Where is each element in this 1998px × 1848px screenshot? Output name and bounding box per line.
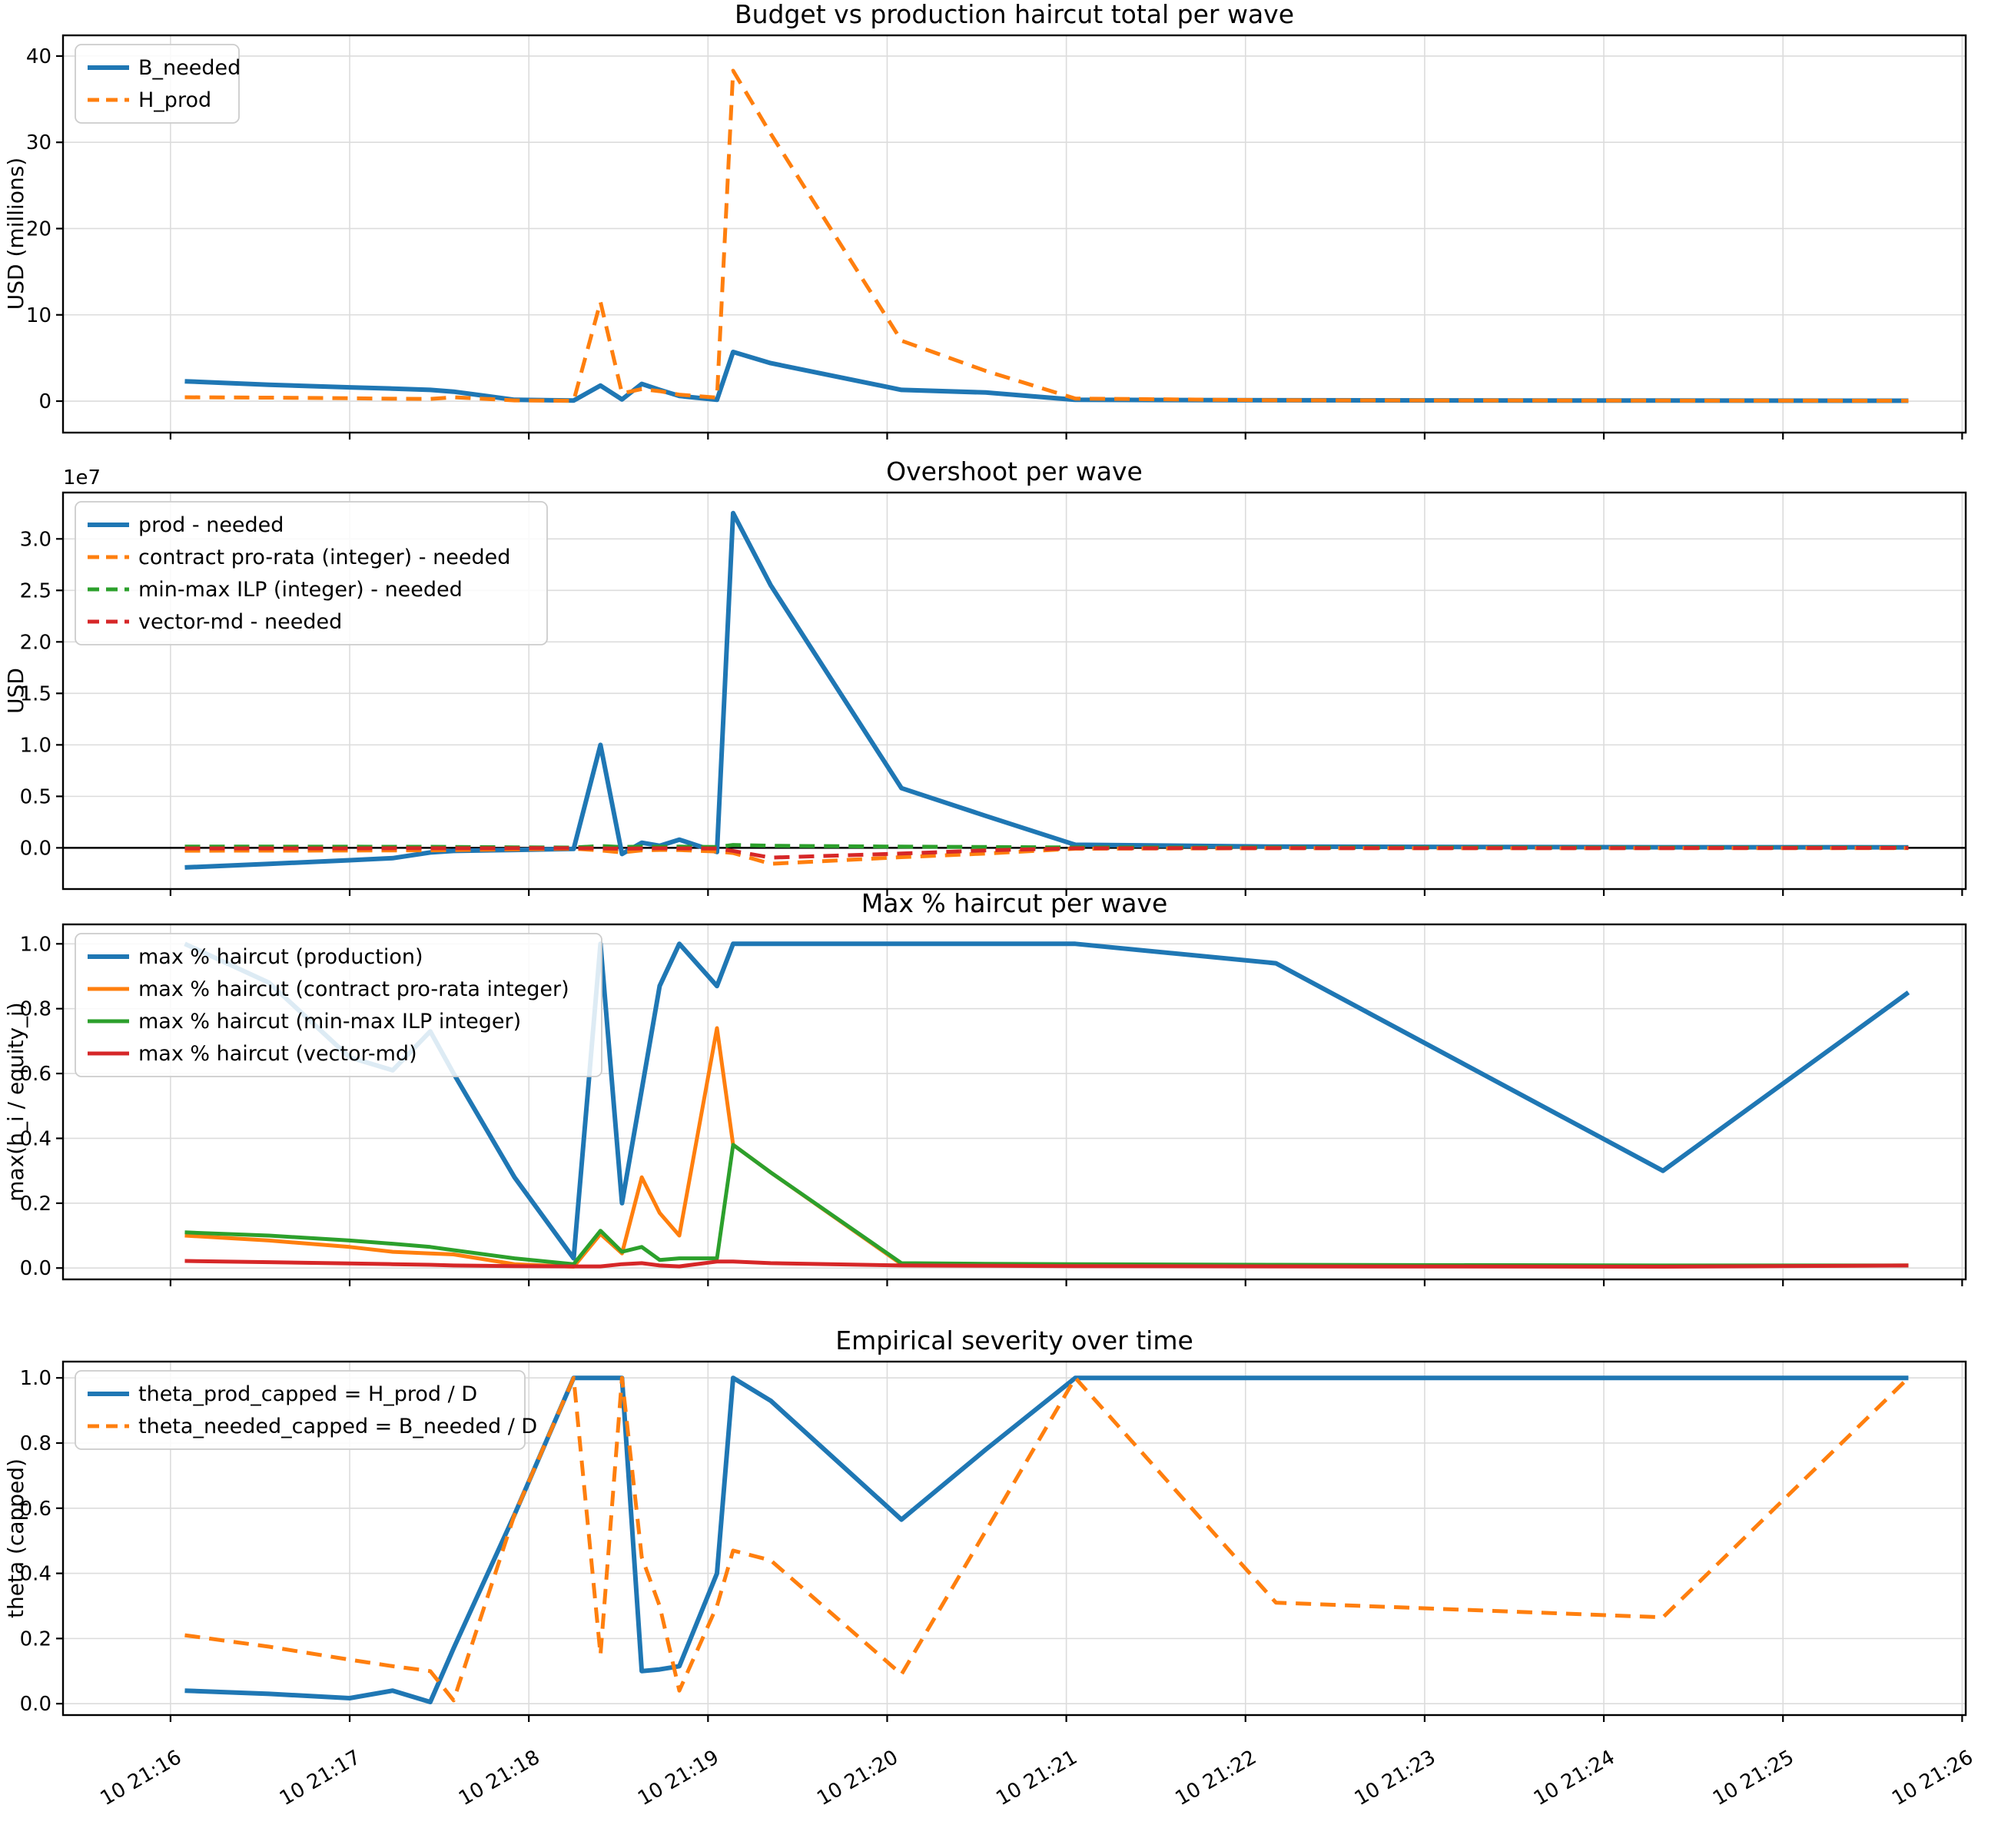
y-tick-label: 0 <box>38 390 51 413</box>
subplot-empirical-severity: 0.0 0.2 0.4 0.6 0.8 1.0 10 21:16 10 21:17 10 21:… <box>20 1360 1977 1810</box>
subplot-severity-title: Empirical severity over time <box>835 1325 1193 1355</box>
legend: B_needed H_prod <box>75 44 241 124</box>
y-tick-label: 0.8 <box>20 1432 51 1455</box>
axis-ticks: 0.0 0.2 0.4 0.6 0.8 1.0 <box>20 933 1963 1286</box>
subplot-overshoot-title: Overshoot per wave <box>886 456 1143 486</box>
legend-box <box>75 501 548 645</box>
legend-label: vector-md - needed <box>138 610 342 634</box>
x-tick-label: 10 21:17 <box>276 1746 365 1810</box>
axis-ticks: 0.0 0.5 1.0 1.5 2.0 2.5 3.0 <box>20 528 1963 896</box>
x-tick-label: 10 21:18 <box>455 1746 544 1810</box>
subplot-budget-vs-haircut: 0 10 20 30 40 B_needed H_prod <box>26 34 1967 440</box>
legend-label: H_prod <box>138 88 211 112</box>
y-axis-label-usd-millions: USD (millions) <box>3 158 28 310</box>
x-tick-label: 10 21:22 <box>1172 1746 1261 1810</box>
x-tick-label: 10 21:21 <box>992 1746 1081 1810</box>
y-tick-label: 10 <box>26 304 51 327</box>
y-tick-label: 0.2 <box>20 1627 51 1651</box>
axes-frame <box>61 1360 1967 1717</box>
y-tick-label: 2.5 <box>20 579 51 602</box>
x-tick-label: 10 21:23 <box>1351 1746 1440 1810</box>
y-tick-label: 20 <box>26 217 51 241</box>
y-tick-label: 0.4 <box>20 1127 51 1150</box>
y-tick-label: 0.6 <box>20 1063 51 1086</box>
legend-label: B_needed <box>138 56 241 80</box>
y-tick-label: 0.0 <box>20 1693 51 1716</box>
legend-label: contract pro-rata (integer) - needed <box>138 546 510 569</box>
legend-label: max % haircut (production) <box>138 945 423 969</box>
series-line-blue <box>184 510 1909 870</box>
legend: max % haircut (production) max % haircut … <box>75 933 602 1077</box>
y-tick-label: 0.5 <box>20 785 51 808</box>
legend-label: max % haircut (min-max ILP integer) <box>138 1010 521 1033</box>
series-line-blue <box>184 350 1909 403</box>
y-axis-label-usd: USD <box>3 668 28 714</box>
y-axis-label-max-haircut: max(h_i / equity_i) <box>3 1002 28 1201</box>
y-tick-label: 0.0 <box>20 1257 51 1280</box>
y-axis-offset-1e7: 1e7 <box>63 466 101 489</box>
series-line-orange <box>184 68 1909 403</box>
y-tick-label: 1.0 <box>20 734 51 757</box>
x-tick-label: 10 21:26 <box>1888 1746 1977 1810</box>
legend-box <box>75 933 602 1077</box>
x-tick-label: 10 21:16 <box>97 1746 186 1810</box>
y-tick-label: 0.4 <box>20 1563 51 1586</box>
y-tick-label: 0.6 <box>20 1498 51 1521</box>
x-tick-label: 10 21:19 <box>634 1746 723 1810</box>
axes-frame <box>61 491 1967 891</box>
series-line-red <box>184 1259 1909 1269</box>
x-tick-label: 10 21:24 <box>1530 1746 1619 1810</box>
y-tick-label: 3.0 <box>20 528 51 551</box>
axes-frame <box>61 34 1967 434</box>
legend-label: theta_prod_capped = H_prod / D <box>138 1382 477 1406</box>
axes-frame <box>61 923 1967 1281</box>
y-axis-label-theta: theta (capped) <box>3 1458 28 1618</box>
y-tick-label: 30 <box>26 131 51 154</box>
series-line-blue <box>184 1375 1909 1704</box>
y-tick-label: 1.0 <box>20 1367 51 1390</box>
y-tick-label: 1.0 <box>20 933 51 956</box>
series-line-green <box>184 1143 1909 1268</box>
axis-ticks: 0 10 20 30 40 <box>26 45 1963 440</box>
y-tick-label: 1.5 <box>20 682 51 705</box>
x-tick-label: 10 21:20 <box>813 1746 902 1810</box>
legend-label: prod - needed <box>138 513 284 537</box>
legend-label: max % haircut (vector-md) <box>138 1042 417 1066</box>
subplot-budget-title: Budget vs production haircut total per w… <box>735 0 1294 29</box>
legend: prod - needed contract pro-rata (integer)… <box>75 501 548 645</box>
legend-box <box>75 1370 526 1450</box>
y-tick-label: 2.0 <box>20 631 51 654</box>
gridlines <box>63 35 1966 433</box>
y-tick-label: 0.2 <box>20 1193 51 1216</box>
y-tick-label: 0.0 <box>20 837 51 860</box>
legend-label: min-max ILP (integer) - needed <box>138 578 463 602</box>
subplot-max-pct-haircut: 0.0 0.2 0.4 0.6 0.8 1.0 max % haircut (product… <box>20 923 1967 1286</box>
subplot-max-haircut-title: Max % haircut per wave <box>861 888 1168 918</box>
legend: theta_prod_capped = H_prod / D theta_need… <box>75 1370 537 1450</box>
legend-label: max % haircut (contract pro-rata integer… <box>138 977 569 1001</box>
series-line-orange <box>184 1375 1910 1703</box>
y-tick-label: 0.8 <box>20 998 51 1021</box>
subplot-overshoot: 0.0 0.5 1.0 1.5 2.0 2.5 3.0 prod - needed contra… <box>20 491 1967 896</box>
legend-box <box>75 44 240 124</box>
y-tick-label: 40 <box>26 45 51 68</box>
x-tick-label: 10 21:25 <box>1709 1746 1798 1810</box>
axis-ticks: 0.0 0.2 0.4 0.6 0.8 1.0 <box>20 1367 1963 1722</box>
series-line-red <box>184 846 1909 860</box>
legend-label: theta_needed_capped = B_needed / D <box>138 1415 537 1438</box>
